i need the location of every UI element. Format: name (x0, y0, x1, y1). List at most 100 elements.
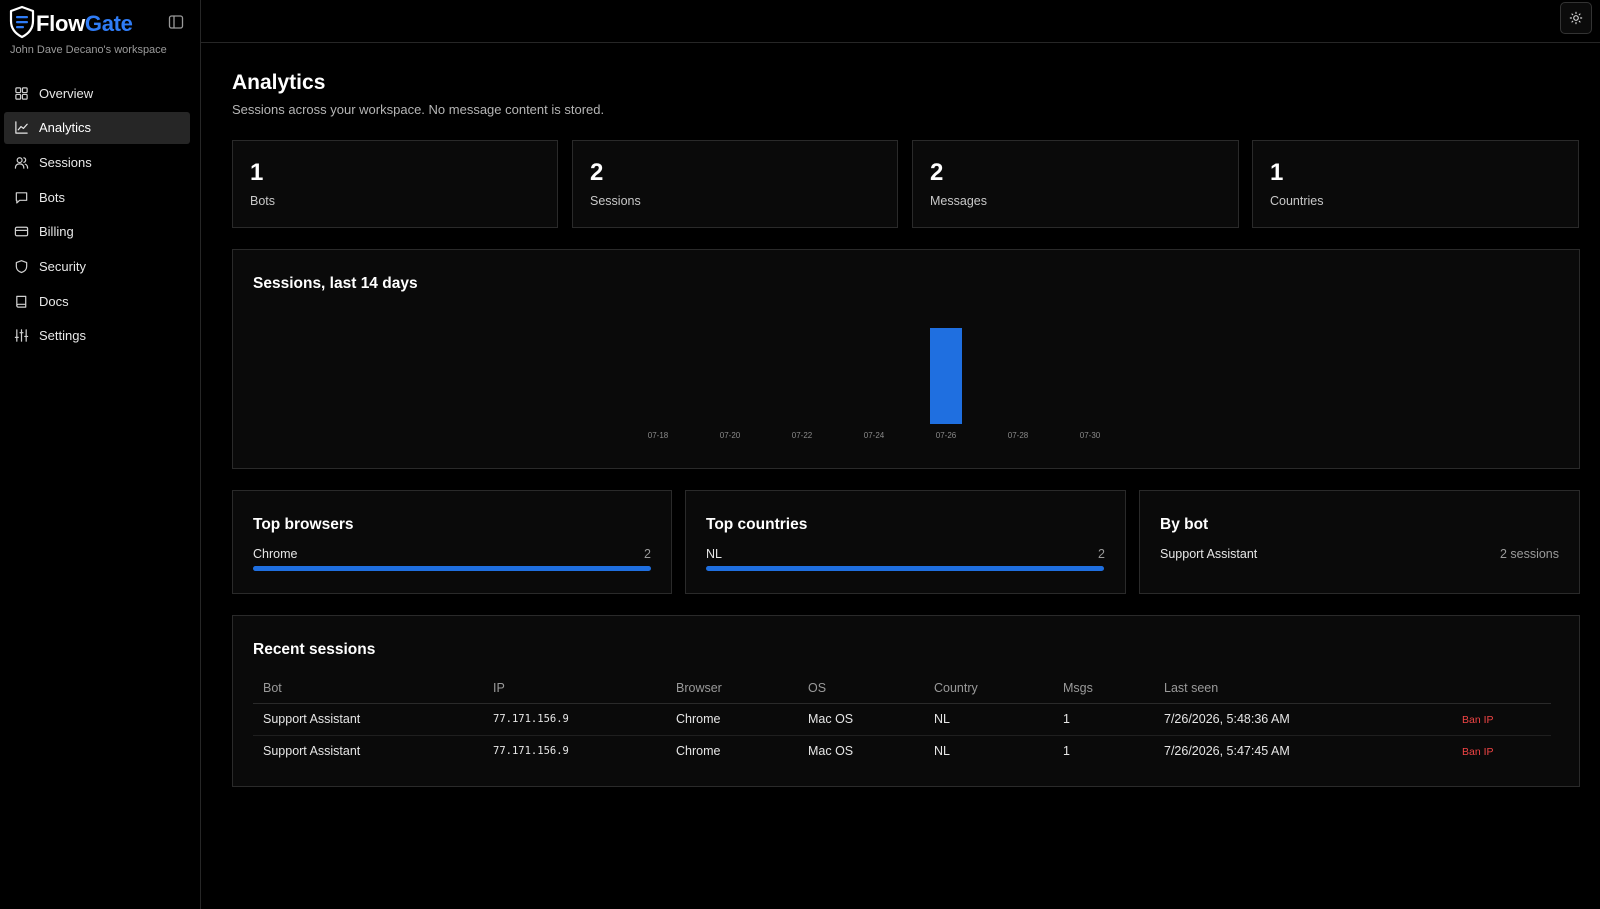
sidebar-item-analytics[interactable]: Analytics (4, 111, 190, 144)
page-title: Analytics (232, 71, 326, 94)
bot-session-count: 2 sessions (1499, 547, 1559, 561)
brand-name-part2: Gate (84, 11, 133, 36)
sidebar-item-label: Settings (39, 328, 86, 344)
workspace-name: John Dave Decano's workspace (10, 44, 167, 56)
sliders-icon (14, 328, 29, 343)
grid-icon (14, 86, 29, 101)
cell-country: NL (934, 744, 950, 759)
main-area: Analytics Sessions across your workspace… (201, 0, 1600, 909)
recent-sessions-title: Recent sessions (253, 641, 376, 658)
table-row: Support Assistant 77.171.156.9 Chrome Ma… (253, 703, 1551, 736)
column-header-country: Country (924, 674, 1053, 704)
page-subtitle: Sessions across your workspace. No messa… (232, 102, 605, 117)
cell-actions: Ban IP (1452, 735, 1551, 767)
brand-name-part1: Flow (36, 11, 85, 36)
x-tick-label: 07-20 (720, 431, 741, 440)
cell-os: Mac OS (798, 703, 924, 736)
cell-msgs: 1 (1063, 744, 1070, 759)
by-bot-card: By bot Support Assistant 2 sessions (1139, 490, 1580, 594)
sidebar-item-label: Docs (39, 293, 69, 309)
sidebar-item-label: Analytics (39, 120, 92, 136)
theme-toggle-button[interactable] (1560, 2, 1592, 34)
stat-card-bots: 1 Bots (232, 140, 558, 228)
sidebar-item-overview[interactable]: Overview (4, 77, 190, 109)
message-square-icon (14, 190, 29, 205)
stat-card-messages: 2 Messages (912, 140, 1239, 228)
sidebar-nav: Overview Analytics Sessions Bots (4, 77, 190, 355)
cell-ip: 77.171.156.9 (493, 745, 569, 758)
users-icon (14, 155, 29, 170)
cell-bot: Support Assistant (253, 703, 483, 736)
sidebar-item-label: Bots (39, 189, 66, 205)
cell-last-seen: 7/26/2026, 5:47:45 AM (1164, 744, 1290, 759)
chart-title: Sessions, last 14 days (253, 275, 418, 292)
x-tick-label: 07-22 (792, 431, 813, 440)
sun-icon (1569, 11, 1583, 25)
cell-last-seen: 7/26/2026, 5:48:36 AM (1154, 703, 1452, 736)
column-header-last-seen: Last seen (1154, 674, 1452, 704)
sessions-bar-chart: 07-18 07-20 07-22 07-24 07-26 07-28 07-30 (648, 328, 1101, 440)
stat-value: 1 (250, 159, 264, 186)
x-tick-label: 07-18 (648, 431, 669, 440)
book-icon (14, 294, 29, 309)
ban-ip-button[interactable]: Ban IP (1462, 746, 1494, 759)
flowgate-logo-icon (9, 5, 35, 39)
shield-icon (14, 259, 29, 274)
sidebar-item-docs[interactable]: Docs (4, 285, 190, 317)
brand[interactable]: FlowGate (8, 5, 194, 41)
cell-country: NL (924, 703, 1053, 736)
column-header-msgs: Msgs (1053, 674, 1154, 704)
cell-ip: 77.171.156.9 (483, 703, 666, 736)
stat-label: Sessions (590, 194, 641, 208)
x-tick-label: 07-24 (864, 431, 885, 440)
cell-actions: Ban IP (1452, 703, 1551, 736)
sidebar-item-bots[interactable]: Bots (4, 181, 190, 213)
cell-browser: Chrome (676, 744, 721, 759)
cell-os: Mac OS (808, 744, 854, 759)
sidebar-item-settings[interactable]: Settings (4, 320, 190, 352)
by-bot-title: By bot (1160, 516, 1209, 533)
brand-name: FlowGate (36, 11, 133, 37)
column-header-browser: Browser (666, 674, 798, 704)
x-tick-label: 07-28 (1008, 431, 1029, 440)
line-chart-icon (14, 120, 29, 135)
stat-label: Messages (930, 194, 987, 208)
stat-label: Countries (1270, 194, 1324, 208)
stat-value: 2 (590, 159, 604, 186)
table-header-row: Bot IP Browser OS Country Msgs Last seen (253, 674, 1551, 704)
stat-card-sessions: 2 Sessions (572, 140, 898, 228)
sidebar-item-label: Overview (39, 85, 94, 101)
recent-sessions-card: Recent sessions Bot IP Browser OS Countr… (232, 615, 1580, 787)
table-row: Support Assistant 77.171.156.9 Chrome Ma… (253, 735, 1551, 767)
sidebar-item-label: Security (39, 258, 86, 274)
top-browsers-title: Top browsers (253, 516, 354, 533)
ban-ip-button[interactable]: Ban IP (1462, 714, 1494, 726)
column-header-bot: Bot (253, 674, 483, 704)
stat-value: 1 (1270, 159, 1284, 186)
sidebar: FlowGate John Dave Decano's workspace Ov… (0, 0, 201, 909)
cell-bot: Support Assistant (263, 744, 361, 759)
credit-card-icon (14, 224, 29, 239)
top-bar (201, 0, 1600, 43)
sidebar-item-sessions[interactable]: Sessions (4, 146, 190, 178)
sidebar-toggle-icon[interactable] (168, 14, 184, 30)
sidebar-item-security[interactable]: Security (4, 250, 190, 282)
sidebar-item-label: Billing (39, 224, 74, 240)
stat-card-countries: 1 Countries (1252, 140, 1579, 228)
country-progress-track (706, 566, 1104, 571)
x-tick-label: 07-26 (936, 431, 957, 440)
top-countries-title: Top countries (706, 516, 808, 533)
column-header-actions (1452, 674, 1551, 704)
cell-msgs: 1 (1053, 703, 1154, 736)
cell-browser: Chrome (666, 703, 798, 736)
stat-value: 2 (930, 159, 944, 186)
stat-label: Bots (250, 194, 276, 208)
browser-progress-fill (253, 566, 651, 571)
browser-count: 2 (644, 547, 651, 561)
top-browsers-card: Top browsers Chrome 2 (232, 490, 672, 594)
column-header-os: OS (798, 674, 924, 704)
sidebar-item-billing[interactable]: Billing (4, 216, 190, 248)
country-progress-fill (706, 566, 1104, 571)
sidebar-item-label: Sessions (39, 154, 92, 170)
